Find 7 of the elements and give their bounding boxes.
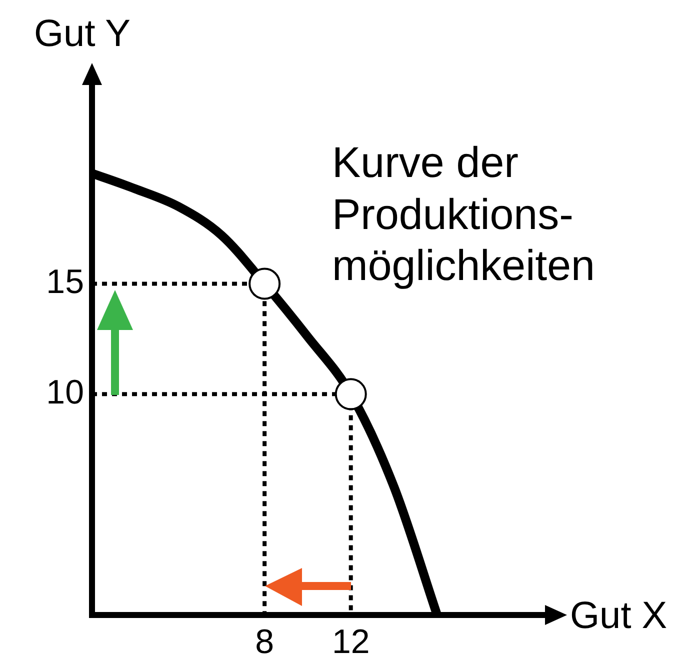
x-axis-title: Gut X bbox=[570, 595, 668, 637]
x-tick-label: 8 bbox=[255, 622, 274, 660]
y-tick-label: 15 bbox=[46, 263, 84, 302]
annotation: Kurve der Produktions-möglichkeiten bbox=[332, 138, 596, 292]
y-tick-label: 10 bbox=[46, 374, 84, 412]
x-tick-label: 12 bbox=[332, 622, 370, 660]
y-axis-title: Gut Y bbox=[34, 13, 130, 55]
